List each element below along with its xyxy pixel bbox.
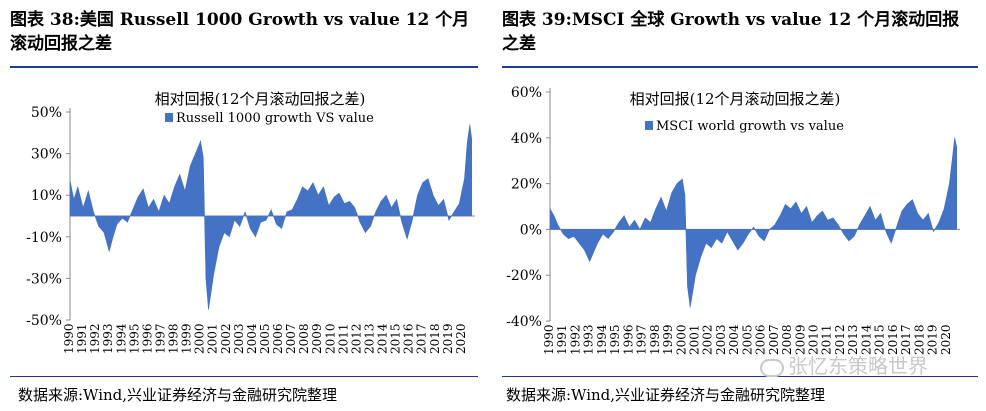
right-legend-swatch xyxy=(645,121,653,130)
watermark: 张忆东策略世界 xyxy=(760,350,928,379)
right-x-tick-label: 1993 xyxy=(582,324,596,355)
left-area-series xyxy=(69,124,472,310)
left-x-tick-label: 2015 xyxy=(389,323,403,354)
right-source-rule xyxy=(502,376,978,377)
left-y-tick-label: -10% xyxy=(26,230,62,246)
left-x-tick-label: 2013 xyxy=(363,323,377,354)
left-y-tick-label: 10% xyxy=(31,188,62,204)
wechat-icon xyxy=(760,358,784,377)
left-x-tick-label: 2016 xyxy=(402,323,416,354)
left-x-tick-label: 2002 xyxy=(219,323,233,354)
left-x-tick-label: 2008 xyxy=(297,323,311,354)
left-x-tick-label: 1998 xyxy=(167,323,181,354)
left-source-note: 数据来源:Wind,兴业证券经济与金融研究院整理 xyxy=(18,386,338,404)
right-legend-label: MSCI world growth vs value xyxy=(656,119,844,134)
right-title-rule xyxy=(502,66,978,68)
right-x-tick-label: 1991 xyxy=(555,324,569,355)
right-y-tick-label: 60% xyxy=(511,85,542,101)
right-x-tick-label: 1998 xyxy=(648,324,662,355)
left-title-rule xyxy=(10,66,478,68)
left-x-tick-label: 2014 xyxy=(376,323,390,354)
left-x-tick-label: 2001 xyxy=(206,323,220,354)
right-x-tick-label: 2003 xyxy=(714,324,728,355)
right-x-tick-label: 1992 xyxy=(569,324,583,355)
left-x-tick-label: 2004 xyxy=(245,323,259,354)
left-y-tick-label: -30% xyxy=(26,271,62,287)
right-x-tick-label: 2002 xyxy=(701,324,715,355)
left-x-tick-label: 1995 xyxy=(127,323,141,354)
watermark-text: 张忆东策略世界 xyxy=(788,354,928,378)
right-x-tick-label: 2013 xyxy=(846,324,860,355)
right-x-tick-label: 2012 xyxy=(833,324,847,355)
right-y-tick-label: 0% xyxy=(520,222,542,238)
left-legend-swatch xyxy=(165,113,173,122)
right-x-tick-label: 2001 xyxy=(688,324,702,355)
right-x-tick-label: 2006 xyxy=(754,324,768,355)
right-source-note: 数据来源:Wind,兴业证券经济与金融研究院整理 xyxy=(506,386,826,404)
right-x-tick-label: 2005 xyxy=(740,324,754,355)
right-y-tick-label: -20% xyxy=(506,268,542,284)
right-x-tick-label: 1996 xyxy=(621,324,635,355)
right-y-tick-label: 20% xyxy=(511,177,542,193)
left-chart-title: 图表 38:美国 Russell 1000 Growth vs value 12… xyxy=(10,10,470,54)
right-x-tick-label: 1995 xyxy=(608,324,622,355)
right-x-tick-label: 2020 xyxy=(939,324,953,355)
left-x-tick-label: 2018 xyxy=(428,323,442,354)
right-x-tick-label: 2004 xyxy=(727,324,741,355)
left-source-rule xyxy=(10,376,478,377)
right-x-tick-label: 2018 xyxy=(912,324,926,355)
right-x-tick-label: 2011 xyxy=(820,324,834,355)
right-y-tick-label: 40% xyxy=(511,131,542,147)
right-x-tick-label: 2015 xyxy=(873,324,887,355)
right-x-tick-label: 1994 xyxy=(595,324,609,355)
left-legend-label: Russell 1000 growth VS value xyxy=(176,111,374,126)
left-x-tick-label: 1990 xyxy=(62,323,76,354)
right-x-tick-label: 2007 xyxy=(767,324,781,355)
left-x-tick-label: 1993 xyxy=(101,323,115,354)
left-x-tick-label: 2010 xyxy=(323,323,337,354)
left-x-tick-label: 2000 xyxy=(193,323,207,354)
left-plot-title: 相对回报(12个月滚动回报之差) xyxy=(155,90,366,108)
left-x-tick-label: 2003 xyxy=(232,323,246,354)
left-x-tick-label: 1991 xyxy=(75,323,89,354)
left-x-tick-label: 2020 xyxy=(454,323,468,354)
left-x-tick-label: 2007 xyxy=(284,323,298,354)
left-x-tick-label: 2009 xyxy=(310,323,324,354)
right-x-tick-label: 2008 xyxy=(780,324,794,355)
right-plot-title: 相对回报(12个月滚动回报之差) xyxy=(630,90,841,108)
right-x-tick-label: 1990 xyxy=(542,324,556,355)
right-x-tick-label: 2010 xyxy=(807,324,821,355)
left-x-tick-label: 1997 xyxy=(154,323,168,354)
right-y-tick-label: -40% xyxy=(506,314,542,330)
left-x-tick-label: 1999 xyxy=(180,323,194,354)
left-y-tick-label: 30% xyxy=(31,147,62,163)
left-x-tick-label: 1996 xyxy=(140,323,154,354)
right-x-tick-label: 2000 xyxy=(674,324,688,355)
right-area-series xyxy=(549,137,957,308)
left-x-tick-label: 2005 xyxy=(258,323,272,354)
right-x-tick-label: 1997 xyxy=(635,324,649,355)
left-x-tick-label: 1994 xyxy=(114,323,128,354)
right-x-tick-label: 2019 xyxy=(926,324,940,355)
left-x-tick-label: 2006 xyxy=(271,323,285,354)
right-x-tick-label: 2016 xyxy=(886,324,900,355)
left-x-tick-label: 2012 xyxy=(349,323,363,354)
left-x-tick-label: 2017 xyxy=(415,323,429,354)
right-chart-title: 图表 39:MSCI 全球 Growth vs value 12 个月滚动回报之… xyxy=(502,10,960,54)
left-y-tick-label: 50% xyxy=(31,105,62,121)
right-x-tick-label: 1999 xyxy=(661,324,675,355)
left-x-tick-label: 2019 xyxy=(441,323,455,354)
right-x-tick-label: 2014 xyxy=(859,324,873,355)
left-x-tick-label: 1992 xyxy=(88,323,102,354)
right-x-tick-label: 2017 xyxy=(899,324,913,355)
left-y-tick-label: -50% xyxy=(26,313,62,329)
left-x-tick-label: 2011 xyxy=(336,323,350,354)
right-x-tick-label: 2009 xyxy=(793,324,807,355)
